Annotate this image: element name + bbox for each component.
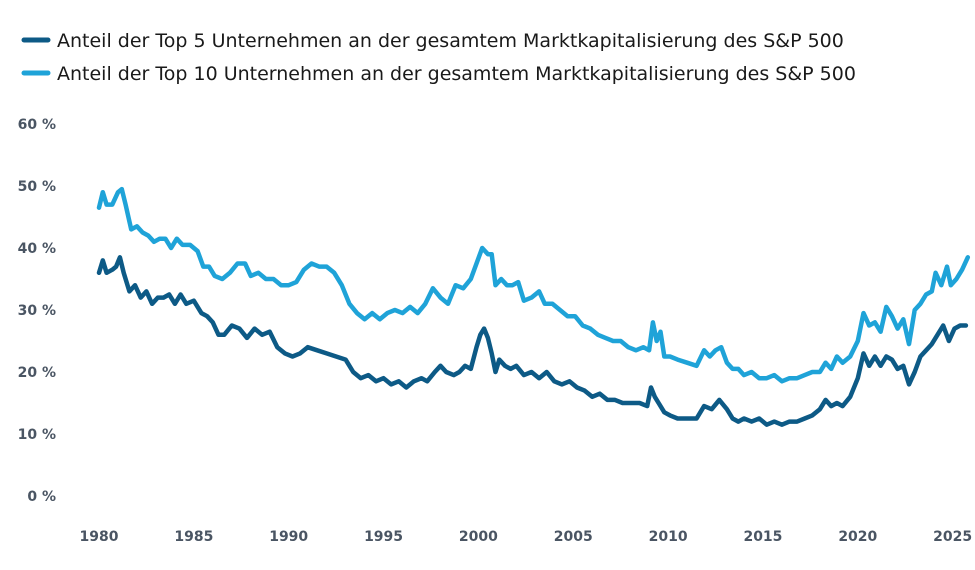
y-axis: 0 % 10 % 20 % 30 % 40 % 50 % 60 % [18,117,56,505]
x-tick-label: 2015 [743,529,782,545]
series-line-top10[interactable] [96,186,971,384]
x-tick-label: 2020 [838,529,877,545]
y-tick-label: 20 % [18,365,56,381]
legend: Anteil der Top 5 Unternehmen an der gesa… [21,30,856,85]
x-tick-label: 2025 [933,529,972,545]
y-tick-label: 60 % [18,117,56,133]
legend-label-top10: Anteil der Top 10 Unternehmen an der ges… [57,63,856,85]
series-line-top5[interactable] [96,255,969,427]
x-tick-label: 1980 [80,529,119,545]
x-tick-label: 1990 [269,529,308,545]
y-tick-label: 0 % [27,489,56,505]
legend-entry-top5[interactable]: Anteil der Top 5 Unternehmen an der gesa… [21,30,844,52]
legend-label-top5: Anteil der Top 5 Unternehmen an der gesa… [57,30,844,52]
y-tick-label: 30 % [18,303,56,319]
y-tick-label: 50 % [18,179,56,195]
x-tick-label: 1995 [364,529,403,545]
y-tick-label: 10 % [18,427,56,443]
y-tick-label: 40 % [18,241,56,257]
x-tick-label: 2005 [554,529,593,545]
plot-area [96,186,971,427]
x-axis: 1980 1985 1990 1995 2000 2005 2010 2015 2020 2025 [80,529,973,545]
x-tick-label: 2010 [649,529,688,545]
x-tick-label: 1985 [174,529,213,545]
x-tick-label: 2000 [459,529,498,545]
legend-entry-top10[interactable]: Anteil der Top 10 Unternehmen an der ges… [21,63,856,85]
